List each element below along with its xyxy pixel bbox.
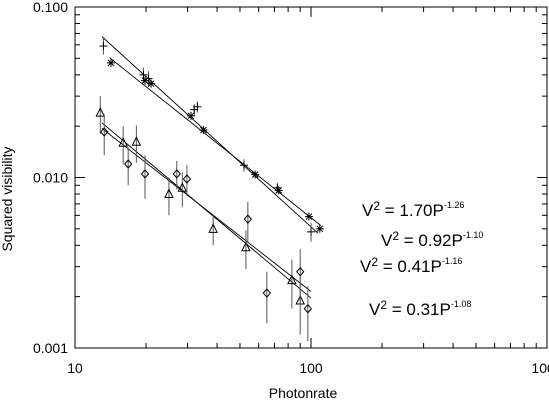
fit-line [109, 57, 322, 226]
asterisk-stroke [251, 171, 259, 178]
data-point-diamond [182, 174, 192, 184]
data-point-diamond [296, 267, 305, 277]
fit-line [101, 36, 319, 234]
data-point-diamond [140, 169, 150, 179]
triangle-marker [95, 107, 106, 117]
diamond-marker [303, 303, 313, 314]
x-tick-label: 100 [299, 360, 323, 376]
data-point-asterisk [251, 170, 260, 179]
data-point-triangle [164, 188, 174, 199]
asterisk-stroke [316, 225, 324, 233]
data-point-triangle [177, 182, 188, 192]
y-axis-title: Squared visibility [0, 146, 15, 251]
diamond-marker [140, 169, 150, 179]
triangle-marker [164, 188, 174, 199]
triangle-marker [118, 137, 128, 147]
diamond-marker [100, 127, 109, 137]
data-point-triangle [287, 274, 297, 285]
data-point-asterisk [141, 76, 150, 85]
diamond-marker [243, 214, 253, 224]
data-point-triangle [95, 107, 106, 117]
data-point-asterisk [304, 212, 313, 221]
asterisk-stroke [187, 112, 195, 120]
x-tick-label: 1000 [531, 360, 549, 376]
data-point-asterisk [199, 125, 208, 134]
axes [74, 6, 548, 349]
y-tick-label: 0.001 [33, 340, 68, 356]
triangle-marker [208, 223, 218, 233]
data-point-asterisk [315, 224, 324, 233]
fit-equations: V2 = 1.70P-1.26 V2 = 0.92P-1.10 V2 = 0.41P… [360, 199, 483, 319]
fit-equation: V2 = 0.92P-1.10 [381, 229, 483, 250]
data-point-diamond [124, 159, 133, 169]
data-point-diamond [303, 303, 313, 314]
data-point-plus [99, 42, 108, 51]
data-point-triangle [118, 137, 128, 147]
data-point-plus [139, 70, 148, 79]
data-point-plus [239, 161, 248, 170]
diamond-marker [172, 169, 181, 179]
asterisk-stroke [141, 77, 149, 84]
y-tick-label: 0.010 [33, 170, 68, 186]
data-point-diamond [172, 169, 181, 179]
data-point-plus [193, 102, 202, 111]
y-tick-label: 0.100 [33, 0, 68, 15]
data-point-diamond [262, 288, 272, 298]
data-point-plus [307, 227, 315, 236]
triangle-marker [241, 241, 251, 252]
data-point-asterisk [274, 186, 283, 195]
asterisk-stroke [200, 126, 207, 134]
triangle-marker [131, 136, 142, 146]
data-point-asterisk [147, 79, 156, 88]
fit-equation: V2 = 1.70P-1.26 [362, 199, 464, 220]
x-axis-title: Photonrate [269, 385, 338, 401]
fit-line [101, 127, 312, 292]
data-point-triangle [208, 223, 218, 233]
data-point-diamond [243, 214, 253, 224]
data-point-triangle [241, 241, 251, 252]
triangle-marker [177, 182, 188, 192]
diamond-marker [296, 267, 305, 277]
diamond-marker [182, 174, 192, 184]
data-point-asterisk [186, 111, 195, 120]
diamond-marker [124, 159, 133, 169]
fit-equation: V2 = 0.41P-1.16 [360, 255, 462, 276]
asterisk-stroke [107, 59, 115, 67]
asterisk-stroke [305, 213, 313, 220]
fit-lines [101, 36, 322, 299]
data-point-asterisk [106, 58, 115, 67]
diamond-marker [262, 288, 272, 298]
x-tick-label: 10 [67, 360, 83, 376]
triangle-marker [287, 274, 297, 285]
data-point-diamond [100, 127, 109, 137]
asterisk-stroke [147, 80, 155, 88]
data-points [95, 38, 324, 341]
fit-equation: V2 = 0.31P-1.08 [369, 298, 471, 319]
asterisk-stroke [275, 187, 283, 194]
data-point-triangle [131, 136, 142, 146]
